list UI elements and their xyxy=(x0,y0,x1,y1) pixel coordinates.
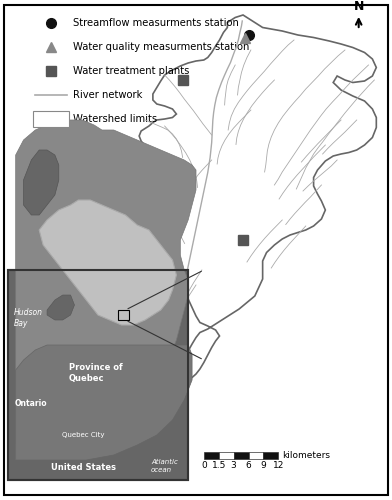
Text: River network: River network xyxy=(73,90,142,100)
Text: 3: 3 xyxy=(231,462,236,470)
Bar xyxy=(249,452,263,459)
Text: 1.5: 1.5 xyxy=(212,462,226,470)
Text: Ontario: Ontario xyxy=(15,398,47,407)
Text: Streamflow measurments station: Streamflow measurments station xyxy=(73,18,238,28)
Bar xyxy=(219,452,234,459)
Bar xyxy=(8,270,188,480)
Text: Atlantic
ocean: Atlantic ocean xyxy=(151,460,178,472)
Bar xyxy=(263,452,278,459)
Polygon shape xyxy=(16,345,192,460)
Text: Water quality measurments station: Water quality measurments station xyxy=(73,42,249,51)
Polygon shape xyxy=(16,120,196,460)
Text: Quebec City: Quebec City xyxy=(62,432,104,438)
Text: Province of
Quebec: Province of Quebec xyxy=(69,363,122,382)
Text: N: N xyxy=(354,0,364,12)
Bar xyxy=(204,452,219,459)
Text: 0: 0 xyxy=(201,462,207,470)
Text: Watershed limits: Watershed limits xyxy=(73,114,157,124)
Polygon shape xyxy=(47,295,74,320)
Polygon shape xyxy=(24,150,59,215)
Polygon shape xyxy=(39,200,176,325)
Bar xyxy=(118,310,129,320)
Bar xyxy=(33,110,69,126)
Text: 9: 9 xyxy=(261,462,266,470)
Polygon shape xyxy=(139,15,376,380)
Text: kilometers: kilometers xyxy=(282,451,330,460)
Bar xyxy=(8,270,188,480)
Text: Hudson
Bay: Hudson Bay xyxy=(14,308,43,328)
Text: Water treatment plants: Water treatment plants xyxy=(73,66,189,76)
Bar xyxy=(234,452,249,459)
Text: United States: United States xyxy=(51,464,116,472)
Text: 12: 12 xyxy=(272,462,284,470)
Text: 6: 6 xyxy=(246,462,251,470)
